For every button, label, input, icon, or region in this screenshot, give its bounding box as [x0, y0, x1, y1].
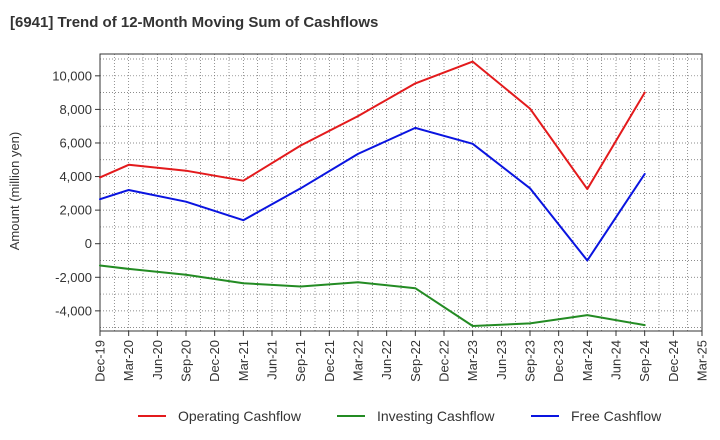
- legend-item-operating: Operating Cashflow: [138, 404, 301, 428]
- grid: [99, 54, 703, 331]
- series-lines: [99, 60, 646, 327]
- legend-label-investing: Investing Cashflow: [377, 408, 495, 424]
- legend-item-investing: Investing Cashflow: [337, 404, 495, 428]
- y-tick-label: 8,000: [59, 102, 92, 117]
- plot-frame: [99, 53, 703, 332]
- x-tick-label: Sep-22: [408, 340, 423, 382]
- x-tick-label: Mar-22: [351, 340, 366, 381]
- y-tick-label: -4,000: [55, 303, 92, 318]
- legend-label-operating: Operating Cashflow: [178, 408, 301, 424]
- x-tick-label: Sep-20: [179, 340, 194, 382]
- series-line-operating-cashflow: [99, 60, 646, 191]
- x-tick-label: Sep-24: [637, 340, 652, 382]
- x-tick-label: Dec-21: [322, 340, 337, 382]
- legend-swatch-investing: [337, 415, 365, 417]
- legend-swatch-free: [531, 415, 559, 417]
- x-tick-label: Jun-23: [494, 340, 509, 380]
- y-tick-label: 10,000: [52, 68, 92, 83]
- legend-item-free: Free Cashflow: [531, 404, 661, 428]
- legend-label-free: Free Cashflow: [571, 408, 662, 424]
- legend: Operating Cashflow Investing Cashflow Fr…: [0, 404, 720, 428]
- x-tick-label: Dec-20: [207, 340, 222, 382]
- x-tick-label: Dec-19: [93, 340, 108, 382]
- x-tick-label: Jun-22: [379, 340, 394, 380]
- y-tick-label: -2,000: [55, 270, 92, 285]
- x-tick-label: Dec-23: [551, 340, 566, 382]
- x-tick-label: Mar-24: [580, 340, 595, 381]
- axes: -4,000 -2,000 0 2,000 4,000 6,000 8,000 10,000 D…: [52, 53, 710, 382]
- y-tick-label: 0: [85, 236, 92, 251]
- y-tick-label: 4,000: [59, 169, 92, 184]
- series-line-free-cashflow: [99, 126, 646, 262]
- x-tick-label: Mar-25: [695, 340, 710, 381]
- x-tick-label: Dec-24: [666, 340, 681, 382]
- x-tick-label: Jun-20: [150, 340, 165, 380]
- x-tick-label: Sep-21: [293, 340, 308, 382]
- y-tick-label: 6,000: [59, 135, 92, 150]
- series-line-investing-cashflow: [99, 264, 646, 327]
- legend-swatch-operating: [138, 415, 166, 417]
- y-tick-label: 2,000: [59, 203, 92, 218]
- x-tick-label: Dec-22: [437, 340, 452, 382]
- chart-title: [6941] Trend of 12-Month Moving Sum of C…: [10, 14, 379, 31]
- x-tick-label: Mar-21: [236, 340, 251, 381]
- x-tick-label: Mar-23: [465, 340, 480, 381]
- x-tick-label: Sep-23: [523, 340, 538, 382]
- x-tick-label: Mar-20: [121, 340, 136, 381]
- y-axis-label: Amount (million yen): [7, 132, 22, 251]
- x-tick-label: Jun-21: [265, 340, 280, 380]
- x-tick-label: Jun-24: [609, 340, 624, 380]
